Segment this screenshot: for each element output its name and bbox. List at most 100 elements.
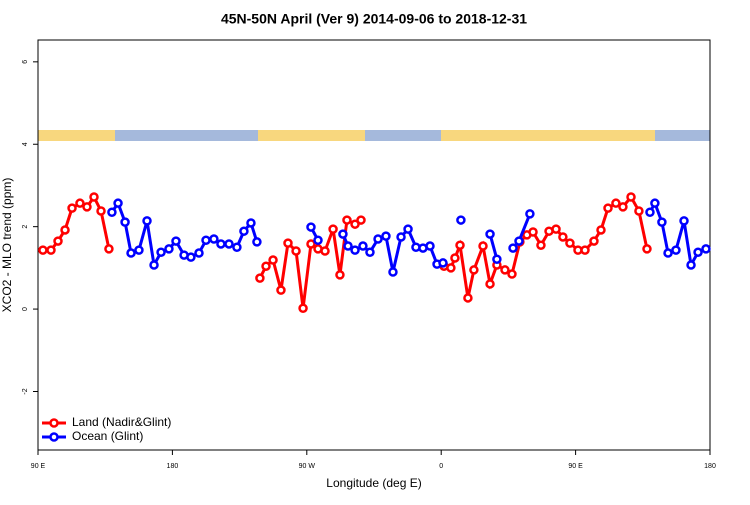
series-point	[642, 244, 652, 254]
series-point	[38, 245, 48, 255]
legend-marker	[49, 418, 59, 428]
series-point	[268, 255, 278, 265]
series-point	[149, 260, 159, 270]
series-point	[53, 236, 63, 246]
series-point	[507, 269, 517, 279]
series-point	[611, 198, 621, 208]
series-point	[525, 209, 535, 219]
series-point	[358, 241, 368, 251]
series-point	[403, 224, 413, 234]
series-point	[276, 285, 286, 295]
series-point	[201, 235, 211, 246]
series-point	[255, 273, 265, 283]
y-tick-label: 6	[22, 60, 29, 64]
series-point	[650, 198, 660, 208]
series-point	[350, 219, 360, 229]
series-point	[134, 245, 144, 255]
series-point	[500, 265, 510, 275]
series-point	[657, 217, 667, 227]
series-point	[580, 245, 590, 255]
series-point	[142, 216, 152, 226]
series-point	[663, 248, 673, 258]
series-point	[320, 246, 330, 256]
series-point	[89, 192, 99, 202]
series-point	[246, 218, 256, 228]
x-tick-label: 90 W	[299, 463, 316, 470]
ocean-band	[115, 130, 258, 141]
series-point	[388, 267, 398, 277]
series-point	[456, 215, 466, 225]
series-point	[342, 215, 352, 225]
series-point	[60, 225, 70, 235]
series-point	[306, 222, 316, 232]
series-point	[701, 244, 711, 254]
series-point	[120, 217, 130, 227]
series-point	[194, 248, 204, 258]
y-tick-label: 4	[22, 142, 29, 146]
series-point	[455, 240, 465, 250]
series-point	[209, 234, 219, 244]
series-point	[104, 244, 114, 254]
series-point	[485, 229, 495, 239]
ocean-band	[365, 130, 441, 141]
x-axis-label: Longitude (deg E)	[326, 476, 421, 490]
series-point	[536, 240, 546, 250]
x-tick-label: 0	[439, 463, 443, 470]
series-point	[107, 207, 117, 217]
series-point	[626, 192, 636, 202]
series-point	[686, 260, 696, 270]
x-tick-label: 180	[704, 463, 716, 470]
legend-label: Ocean (Glint)	[72, 429, 143, 443]
y-axis-label: XCO2 - MLO trend (ppm)	[0, 178, 14, 313]
series-point	[381, 231, 391, 241]
series-point	[126, 248, 136, 258]
series-point	[446, 263, 456, 273]
series-point	[82, 202, 92, 212]
series-point	[156, 247, 166, 257]
series-point	[356, 215, 366, 225]
series-point	[373, 234, 383, 244]
ocean-band	[655, 130, 710, 141]
legend-item: Ocean (Glint)	[42, 429, 143, 443]
series-point	[551, 224, 561, 234]
series-point	[261, 261, 271, 271]
legend-label: Land (Nadir&Glint)	[72, 415, 171, 429]
legend-marker	[49, 432, 59, 442]
series-point	[216, 239, 226, 249]
series-point	[291, 246, 301, 256]
series-point	[335, 270, 345, 280]
series-point	[338, 229, 348, 239]
series-point	[113, 198, 123, 208]
series-point	[252, 237, 262, 247]
y-tick-label: 2	[22, 225, 29, 229]
series-point	[232, 242, 242, 253]
series-point	[306, 239, 316, 249]
x-tick-label: 90 E	[568, 463, 583, 470]
series-point	[438, 258, 448, 268]
chart-title: 45N-50N April (Ver 9) 2014-09-06 to 2018…	[221, 11, 527, 27]
x-tick-label: 180	[167, 463, 179, 470]
series-point	[239, 226, 249, 236]
x-tick-label: 90 E	[31, 463, 46, 470]
series-point	[350, 245, 360, 255]
series-point	[634, 206, 644, 216]
series-point	[425, 241, 435, 251]
series-point	[565, 238, 575, 248]
series-point	[171, 236, 181, 246]
series-point	[96, 206, 106, 216]
series-point	[492, 254, 502, 264]
series-point	[283, 238, 293, 248]
series-point	[313, 235, 323, 246]
series-point	[514, 236, 524, 246]
map-strip	[38, 130, 710, 141]
series-point	[478, 241, 488, 251]
series-point	[224, 239, 234, 249]
legend-item: Land (Nadir&Glint)	[42, 415, 171, 429]
series-point	[603, 203, 613, 213]
series-point	[328, 224, 338, 234]
series-point	[589, 236, 599, 246]
series-point	[645, 207, 655, 217]
series-point	[618, 202, 628, 212]
